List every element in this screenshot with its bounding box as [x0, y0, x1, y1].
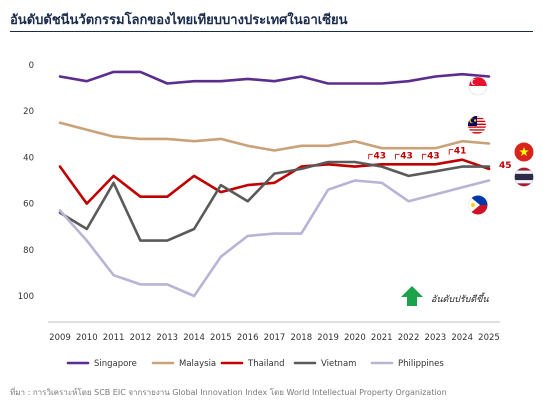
x-tick-label: 2015 [210, 333, 232, 343]
legend-label: Thailand [247, 359, 285, 369]
data-label-leader [395, 153, 400, 160]
x-tick-label: 2024 [451, 333, 473, 343]
data-labels: 43 43 43 41 45 [368, 147, 512, 171]
x-tick-label: 2017 [264, 333, 286, 343]
x-tick-label: 2013 [156, 333, 178, 343]
data-label-leader [421, 153, 427, 160]
flags [468, 76, 534, 215]
series-line-singapore [58, 70, 491, 85]
x-tick-label: 2019 [317, 333, 339, 343]
legend-label: Malaysia [179, 359, 216, 369]
data-label-leader [368, 153, 373, 160]
series-line-thailand [58, 158, 491, 205]
annotation: อันดับปรับดีขึ้น [401, 286, 489, 306]
up-arrow-icon [401, 286, 423, 306]
series-line-philippines [58, 179, 491, 298]
x-tick-label: 2014 [183, 333, 205, 343]
chart-title: อันดับดัชนีนวัตกรรมโลกของไทยเทียบบางประเ… [10, 13, 348, 28]
data-label: 43 [373, 151, 386, 161]
y-tick-label: 0 [29, 61, 34, 71]
title-divider [10, 31, 533, 32]
malaysia-flag-icon [468, 116, 486, 134]
series-line-vietnam [58, 160, 491, 242]
x-tick-label: 2011 [103, 333, 125, 343]
y-tick-label: 40 [23, 153, 34, 163]
x-tick-label: 2009 [49, 333, 71, 343]
data-label-leader [448, 149, 454, 155]
x-tick-label: 2020 [344, 333, 366, 343]
legend: Singapore Malaysia Thailand Vietnam Philippi… [66, 359, 444, 369]
legend-label: Philippines [398, 359, 444, 369]
vietnam-flag-icon [514, 142, 534, 162]
data-label: 43 [427, 151, 440, 161]
philippines-flag-icon [468, 195, 488, 215]
thailand-flag-icon [514, 167, 534, 187]
x-tick-label: 2018 [290, 333, 312, 343]
series-line-malaysia [58, 121, 491, 152]
x-tick-label: 2012 [130, 333, 152, 343]
legend-label: Vietnam [321, 359, 356, 369]
legend-label: Singapore [94, 359, 137, 369]
x-tick-label: 2023 [425, 333, 447, 343]
singapore-flag-icon [468, 76, 488, 96]
y-tick-label: 60 [23, 200, 34, 210]
x-tick-label: 2010 [76, 333, 98, 343]
x-tick-label: 2021 [371, 333, 393, 343]
axes: 0 20 40 60 80 100 2009 2010 2011 2012 2013 2014 2015… [18, 61, 500, 343]
data-label: 45 [499, 161, 512, 171]
source-note: ที่มา : การวิเคราะห์โดย SCB EIC จากรายงา… [10, 388, 447, 397]
series-lines [58, 70, 491, 298]
data-label: 41 [454, 147, 467, 157]
y-tick-label: 20 [23, 107, 34, 117]
y-tick-label: 100 [18, 292, 34, 302]
annotation-text: อันดับปรับดีขึ้น [431, 292, 489, 305]
x-tick-label: 2016 [237, 333, 259, 343]
data-label: 43 [400, 151, 413, 161]
x-tick-label: 2022 [398, 333, 420, 343]
y-tick-label: 80 [23, 246, 34, 256]
x-tick-label: 2025 [478, 333, 500, 343]
